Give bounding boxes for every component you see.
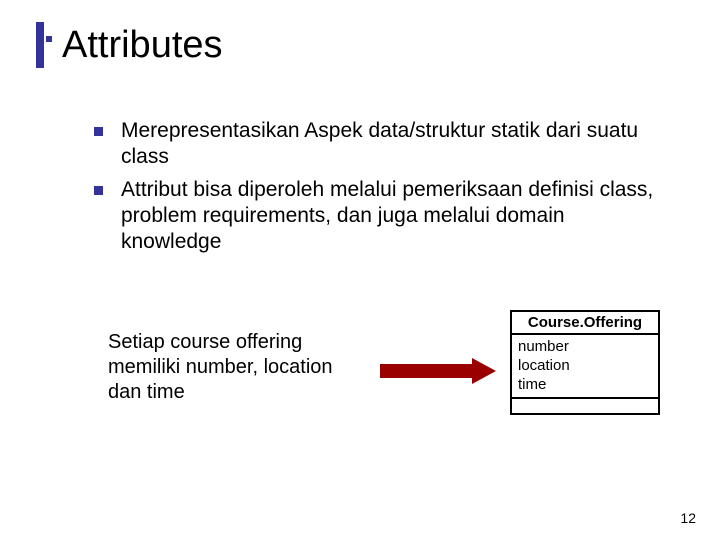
bullet-item: Merepresentasikan Aspek data/struktur st… bbox=[94, 118, 654, 171]
arrow-head bbox=[472, 358, 496, 384]
arrow-icon bbox=[380, 358, 500, 384]
bullet-text: Attribut bisa diperoleh melalui pemeriks… bbox=[121, 177, 654, 256]
slide-title-bar: Attributes bbox=[36, 22, 223, 68]
slide-title: Attributes bbox=[62, 24, 223, 67]
bullet-item: Attribut bisa diperoleh melalui pemeriks… bbox=[94, 177, 654, 256]
bullet-text: Merepresentasikan Aspek data/struktur st… bbox=[121, 118, 654, 171]
uml-attribute: location bbox=[518, 357, 652, 376]
square-bullet-icon bbox=[94, 186, 103, 195]
example-text: Setiap course offering memiliki number, … bbox=[108, 330, 368, 405]
uml-attribute: number bbox=[518, 338, 652, 357]
square-bullet-icon bbox=[94, 127, 103, 136]
page-number: 12 bbox=[680, 510, 696, 526]
uml-class-operations bbox=[512, 399, 658, 413]
uml-class-name: Course.Offering bbox=[512, 312, 658, 335]
arrow-shaft bbox=[380, 364, 472, 378]
uml-class-box: Course.Offering number location time bbox=[510, 310, 660, 415]
uml-attribute: time bbox=[518, 376, 652, 395]
bullet-list: Merepresentasikan Aspek data/struktur st… bbox=[94, 118, 654, 261]
uml-class-attributes: number location time bbox=[512, 335, 658, 399]
title-accent-icon bbox=[36, 22, 52, 68]
